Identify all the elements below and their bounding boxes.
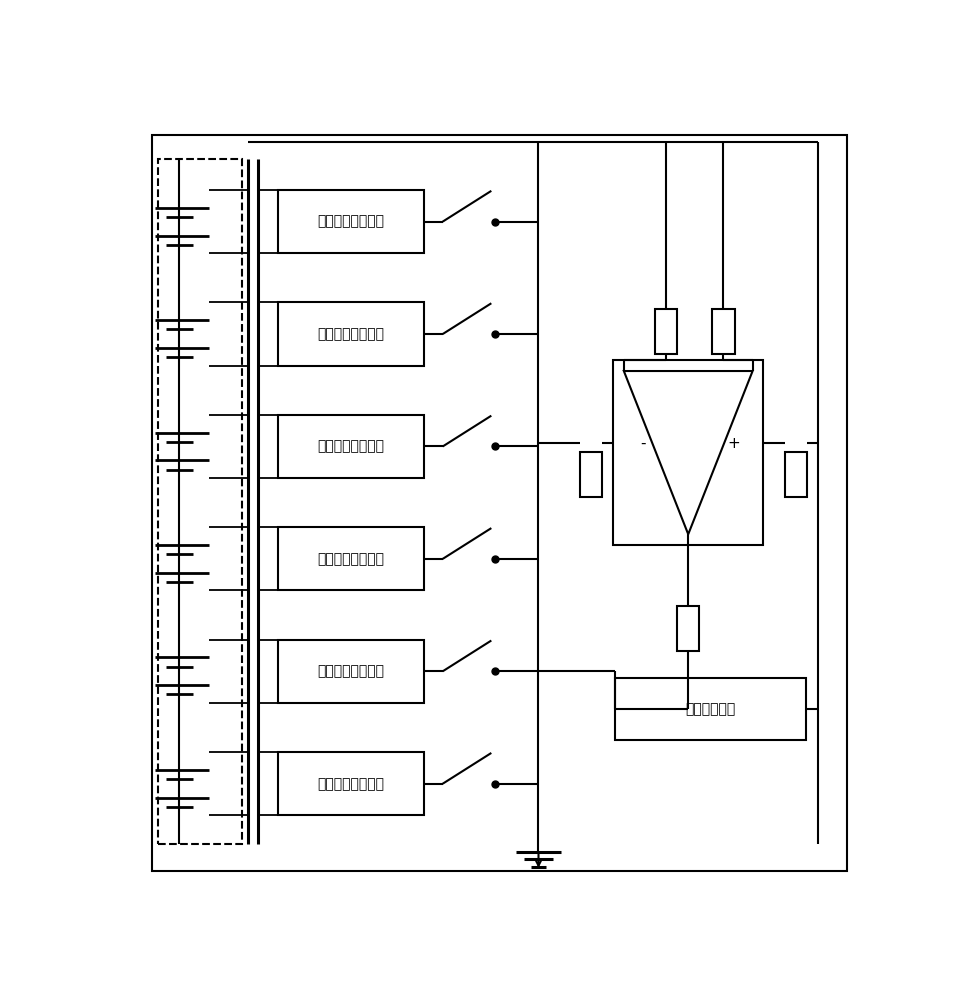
Bar [278, 640, 424, 703]
Bar [613, 360, 763, 545]
Text: -: - [639, 436, 645, 451]
Text: +: + [727, 436, 740, 451]
Text: 第三电压输出单元: 第三电压输出单元 [318, 552, 384, 566]
Text: 电压采样单元: 电压采样单元 [685, 702, 735, 716]
Bar [784, 452, 808, 497]
Bar [278, 302, 424, 366]
Bar [158, 158, 242, 844]
Bar [278, 415, 424, 478]
Bar [614, 678, 806, 740]
Bar [712, 309, 735, 354]
Bar [278, 752, 424, 815]
Bar [677, 606, 699, 651]
Bar [278, 190, 424, 253]
Text: 第四电压输出单元: 第四电压输出单元 [318, 439, 384, 453]
Text: 第六电压输出单元: 第六电压输出单元 [318, 215, 384, 229]
Bar [655, 309, 677, 354]
Text: 第一电压输出单元: 第一电压输出单元 [318, 777, 384, 791]
Bar [580, 452, 602, 497]
Text: 第二电压输出单元: 第二电压输出单元 [318, 664, 384, 678]
Text: 第五电压输出单元: 第五电压输出单元 [318, 327, 384, 341]
Bar [278, 527, 424, 590]
